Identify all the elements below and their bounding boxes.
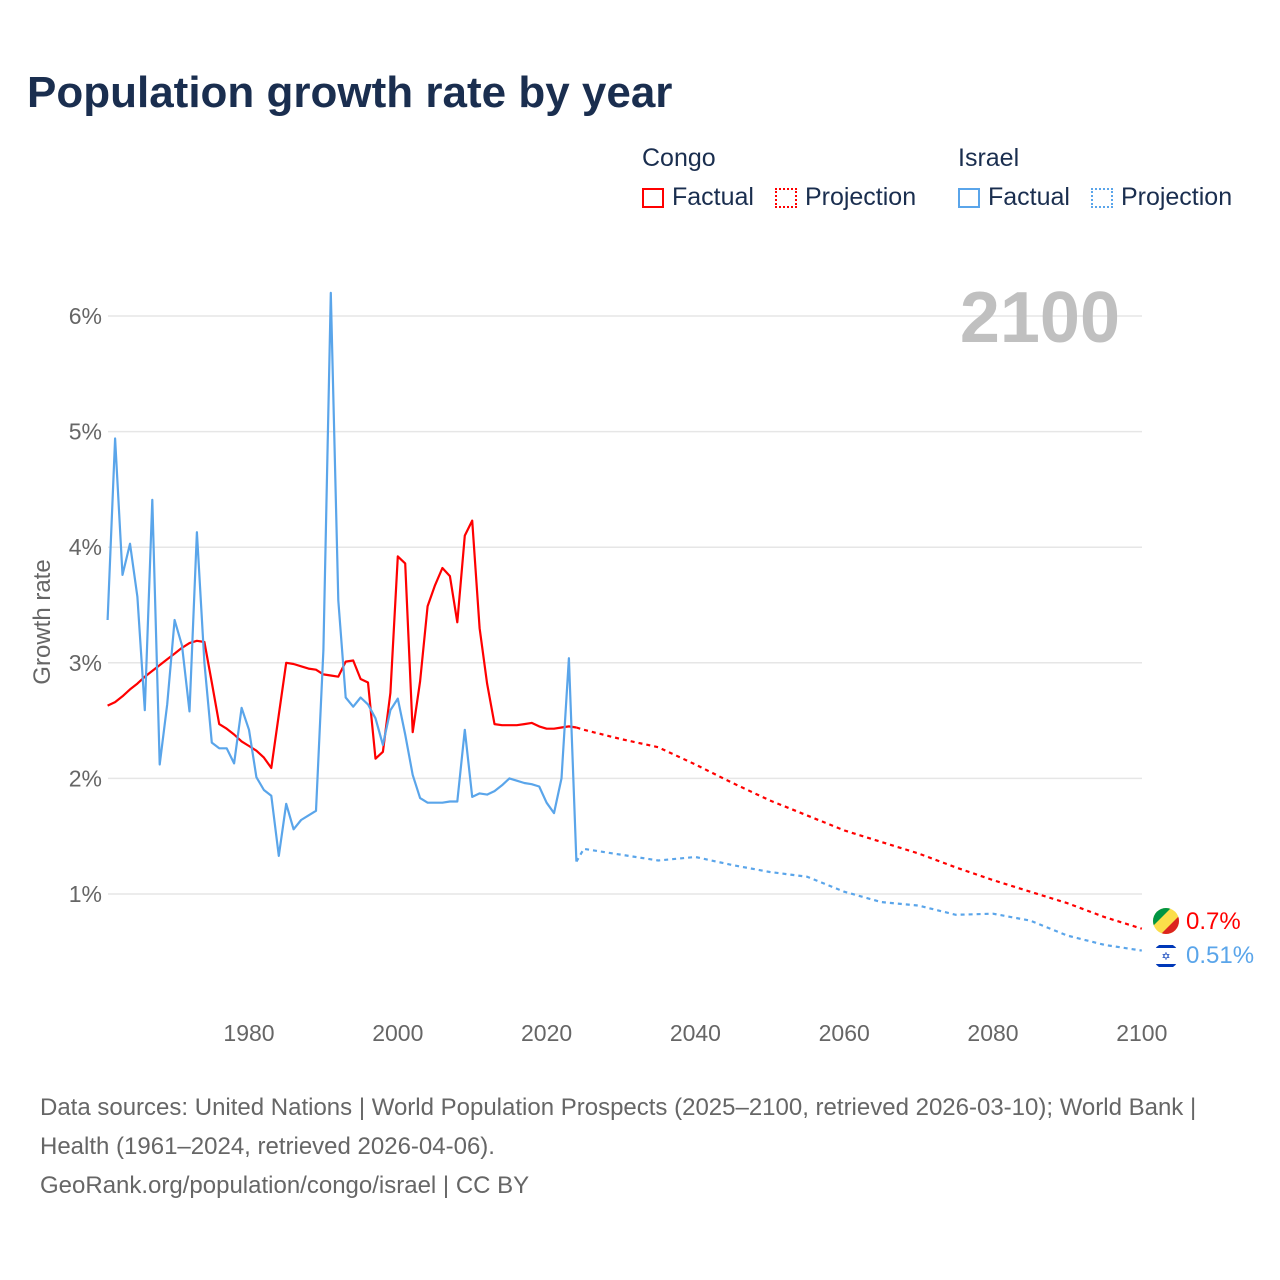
congo-factual-line	[107, 519, 577, 770]
chart-plot: 1% 2% 3% 4% 5% 6% 1980 2000 2020 2040 2060 2080 2100…	[29, 278, 1254, 1046]
y-tick-label: 1%	[69, 881, 102, 907]
y-axis-label: Growth rate	[29, 559, 56, 684]
legend-israel: Israel Factual Projection	[958, 144, 1246, 215]
x-tick-label: 2020	[521, 1020, 572, 1046]
end-markers: ✡ 0.7% 0.51%	[1153, 908, 1254, 969]
legend-israel-projection[interactable]: Projection	[1090, 183, 1233, 212]
israel-end-label: 0.51%	[1186, 942, 1254, 969]
x-tick-label: 2100	[1116, 1020, 1167, 1046]
y-tick-label: 6%	[69, 303, 102, 329]
y-tick-label: 3%	[69, 650, 102, 676]
israel-projection-line	[575, 847, 1142, 952]
svg-text:✡: ✡	[1161, 950, 1170, 963]
legend-congo-factual[interactable]: Factual	[642, 183, 754, 212]
dotted-swatch-icon	[1090, 187, 1113, 208]
year-watermark: 2100	[960, 278, 1120, 358]
congo-end-label: 0.7%	[1186, 908, 1241, 935]
legend-israel-factual[interactable]: Factual	[958, 183, 1070, 212]
legend-label: Projection	[804, 183, 917, 211]
data-sources: Data sources: United Nations | World Pop…	[40, 1094, 1197, 1160]
x-tick-label: 2080	[967, 1020, 1018, 1046]
chart-title: Population growth rate by year	[27, 68, 673, 117]
y-tick-label: 4%	[69, 534, 102, 560]
legend-title-congo: Congo	[642, 144, 716, 172]
israel-flag-icon: ✡	[1153, 943, 1179, 969]
y-tick-label: 5%	[69, 419, 102, 445]
legend-label: Factual	[672, 183, 754, 211]
solid-swatch-icon	[642, 187, 664, 208]
congo-flag-icon	[1153, 908, 1179, 934]
y-tick-label: 2%	[69, 765, 102, 791]
x-tick-label: 2040	[670, 1020, 721, 1046]
legend-label: Factual	[988, 183, 1070, 211]
footer: Data sources: United Nations | World Pop…	[40, 1088, 1240, 1205]
series-lines	[106, 291, 1143, 952]
x-tick-label: 2060	[819, 1020, 870, 1046]
legend-congo-projection[interactable]: Projection	[774, 183, 917, 212]
congo-projection-line	[576, 726, 1143, 930]
legend-title-israel: Israel	[958, 144, 1020, 172]
israel-factual-line	[106, 291, 578, 862]
dotted-swatch-icon	[774, 187, 797, 208]
legend-congo: Congo Factual Projection	[642, 144, 930, 215]
gridlines: 1% 2% 3% 4% 5% 6% 1980 2000 2020 2040 2060 2080 2100	[69, 303, 1168, 1046]
solid-swatch-icon	[958, 187, 980, 208]
x-tick-label: 2000	[372, 1020, 423, 1046]
x-tick-label: 1980	[223, 1020, 274, 1046]
legend-label: Projection	[1120, 183, 1233, 211]
credit-link[interactable]: GeoRank.org/population/congo/israel | CC…	[40, 1172, 530, 1199]
